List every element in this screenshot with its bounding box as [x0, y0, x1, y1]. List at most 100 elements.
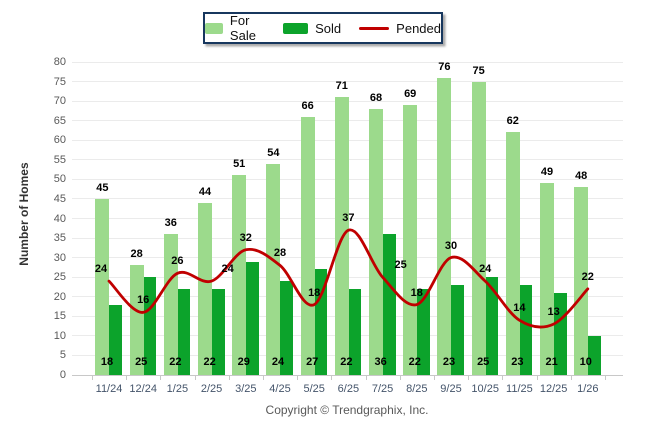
x-axis-tick-label: 5/25 [303, 383, 325, 395]
legend-item-for-sale: For Sale [205, 13, 265, 43]
sold-value-label: 23 [511, 356, 524, 368]
x-axis-tick-label: 6/25 [337, 383, 360, 395]
for-sale-value-label: 51 [233, 158, 246, 171]
pended-value-label: 13 [547, 306, 560, 319]
gridline [72, 374, 623, 376]
for-sale-bar [300, 116, 315, 375]
sold-value-label: 22 [203, 356, 216, 368]
pended-value-label: 32 [239, 231, 252, 244]
x-axis-tick [262, 376, 264, 380]
chart-legend: For Sale Sold Pended [203, 12, 443, 44]
y-axis-tick-label: 65 [53, 114, 66, 127]
y-axis-tick-label: 70 [53, 95, 66, 108]
pended-value-label: 18 [308, 286, 321, 299]
x-axis-tick-label: 1/25 [166, 383, 189, 395]
sold-value-label: 10 [579, 356, 592, 368]
x-axis-tick [126, 376, 128, 380]
x-axis-tick [194, 376, 196, 380]
x-axis-tick-label: 11/24 [95, 383, 123, 395]
legend-label-pended: Pended [396, 20, 441, 36]
x-axis-tick [331, 376, 333, 380]
for-sale-bar [95, 198, 110, 375]
x-axis-tick [297, 376, 299, 380]
for-sale-value-label: 71 [335, 80, 348, 93]
sold-value-label: 22 [169, 356, 182, 368]
for-sale-value-label: 66 [301, 99, 314, 112]
x-axis-tick [570, 376, 572, 380]
pended-value-label: 25 [394, 259, 407, 272]
y-axis-tick-label: 10 [53, 329, 66, 342]
y-axis-tick-label: 15 [53, 310, 66, 323]
pended-value-label: 18 [410, 286, 423, 299]
for-sale-value-label: 75 [472, 64, 485, 77]
y-axis-tick-label: 35 [53, 232, 66, 245]
x-axis-tick [502, 376, 504, 380]
legend-item-sold: Sold [283, 21, 341, 36]
for-sale-value-label: 49 [540, 166, 554, 179]
gridline [72, 81, 623, 83]
x-axis-tick [433, 376, 435, 380]
pended-value-label: 16 [137, 294, 150, 307]
sold-value-label: 25 [135, 356, 148, 368]
x-axis-tick-label: 1/26 [577, 383, 599, 395]
pended-value-label: 37 [342, 212, 355, 225]
for-sale-value-label: 69 [404, 88, 417, 101]
for-sale-value-label: 76 [438, 60, 451, 73]
y-axis-tick-label: 50 [53, 173, 66, 186]
gridline [72, 61, 623, 63]
for-sale-bar [403, 105, 418, 375]
sold-value-label: 22 [340, 356, 353, 368]
pended-value-label: 24 [94, 263, 108, 276]
x-axis-tick-label: 7/25 [371, 383, 394, 395]
pended-value-label: 22 [581, 270, 594, 283]
y-axis-tick-label: 55 [53, 153, 66, 166]
x-axis-tick [160, 376, 162, 380]
y-axis-tick-label: 60 [53, 134, 66, 147]
for-sale-bar [505, 132, 520, 375]
for-sale-swatch-icon [205, 22, 223, 34]
sold-value-label: 27 [306, 356, 319, 368]
for-sale-bar [266, 163, 281, 375]
sold-value-label: 36 [374, 356, 387, 368]
legend-item-pended: Pended [359, 21, 441, 36]
for-sale-value-label: 45 [96, 181, 109, 194]
sold-bar [383, 234, 396, 375]
sold-value-label: 23 [442, 356, 456, 368]
y-axis-tick-label: 30 [53, 251, 66, 264]
pended-value-label: 26 [171, 255, 184, 268]
pended-value-label: 24 [479, 263, 492, 276]
y-axis-tick-label: 75 [53, 75, 66, 88]
x-axis-tick [468, 376, 470, 380]
y-axis-tick-label: 40 [53, 212, 66, 225]
sold-value-label: 18 [100, 356, 114, 368]
copyright-text: Copyright © Trendgraphix, Inc. [265, 403, 429, 417]
x-axis-tick [365, 376, 367, 380]
pended-value-label: 14 [513, 302, 526, 315]
pended-value-label: 24 [221, 263, 234, 276]
for-sale-value-label: 62 [506, 115, 519, 128]
x-axis-tick-label: 10/25 [471, 383, 499, 395]
pended-value-label: 28 [273, 247, 287, 260]
y-axis-tick-label: 80 [53, 56, 66, 68]
for-sale-bar [334, 97, 349, 375]
x-axis-tick-label: 12/25 [539, 383, 568, 395]
x-axis-tick-label: 4/25 [269, 383, 291, 395]
for-sale-bar [198, 202, 212, 375]
x-axis-tick [91, 376, 93, 380]
y-axis-tick-label: 20 [53, 290, 66, 303]
y-axis-tick-label: 25 [53, 271, 66, 284]
for-sale-bar [471, 81, 486, 375]
pended-value-label: 30 [444, 239, 458, 252]
x-axis-tick-label: 12/24 [129, 383, 157, 395]
sold-value-label: 24 [271, 356, 285, 368]
x-axis-tick [536, 376, 538, 380]
sold-swatch-icon [283, 22, 309, 34]
for-sale-value-label: 68 [369, 91, 383, 104]
y-axis-tick-label: 5 [59, 349, 66, 362]
for-sale-value-label: 36 [164, 217, 177, 230]
x-axis-tick-label: 3/25 [235, 383, 257, 395]
x-axis-tick-label: 11/25 [506, 383, 533, 395]
for-sale-bar [540, 183, 554, 375]
